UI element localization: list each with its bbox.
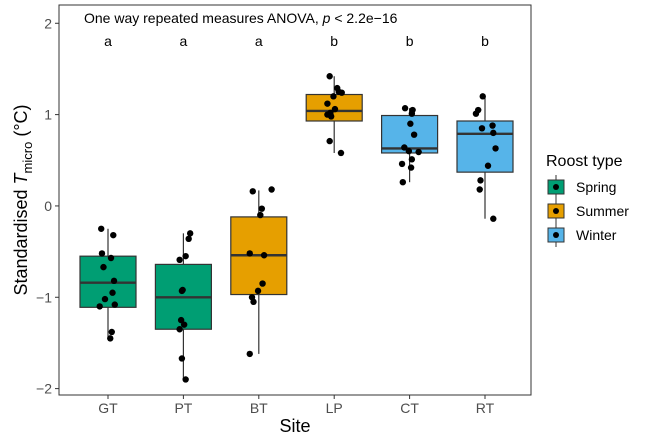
point-lp-4 xyxy=(338,89,345,96)
point-ct-3 xyxy=(408,110,416,117)
point-lp-5 xyxy=(330,93,337,100)
letter-lp: b xyxy=(330,33,338,49)
point-lp-6 xyxy=(324,100,331,107)
point-rt-1 xyxy=(479,93,486,100)
boxes-layer xyxy=(79,76,514,380)
y-tick-label-2: 2 xyxy=(44,15,52,31)
legend-label-spring: Spring xyxy=(576,179,616,195)
point-rt-10 xyxy=(476,186,483,193)
point-gt-9 xyxy=(111,301,118,308)
anova-annotation: One way repeated measures ANOVA, p < 2.2… xyxy=(84,10,398,26)
y-tick-label-0: 0 xyxy=(44,198,52,214)
point-pt-9 xyxy=(176,326,183,333)
point-bt-8 xyxy=(254,287,262,295)
point-bt-4 xyxy=(257,211,264,219)
point-lp-12 xyxy=(337,149,345,157)
point-ct-10 xyxy=(398,160,406,168)
letter-bt: a xyxy=(255,33,263,49)
point-rt-4 xyxy=(489,122,496,129)
point-rt-7 xyxy=(492,145,499,152)
y-tick-label-neg2: −2 xyxy=(36,381,52,397)
legend-label-summer: Summer xyxy=(576,203,629,219)
point-gt-2 xyxy=(110,231,117,239)
legend-dot-summer xyxy=(553,208,559,214)
point-pt-8 xyxy=(180,321,188,328)
y-tick-label-1: 1 xyxy=(44,107,52,123)
x-axis: GT PT BT LP CT RT xyxy=(98,395,495,416)
point-gt-1 xyxy=(98,225,105,232)
point-gt-12 xyxy=(107,335,114,342)
point-gt-10 xyxy=(96,303,103,310)
point-pt-6 xyxy=(178,287,186,295)
point-lp-7 xyxy=(331,105,339,113)
point-pt-3 xyxy=(182,252,189,260)
point-pt-4 xyxy=(176,256,183,264)
letter-ct: b xyxy=(406,33,414,49)
point-rt-5 xyxy=(478,125,486,132)
point-ct-5 xyxy=(410,131,418,138)
point-gt-3 xyxy=(98,250,106,257)
point-bt-7 xyxy=(259,280,266,287)
point-lp-1 xyxy=(326,73,333,80)
point-lp-10 xyxy=(327,113,335,120)
letter-gt: a xyxy=(104,33,112,49)
legend-label-winter: Winter xyxy=(576,227,617,243)
point-ct-8 xyxy=(405,147,413,155)
point-pt-7 xyxy=(177,316,185,324)
legend: Roost type Spring Summer Winter xyxy=(546,153,629,247)
point-bt-1 xyxy=(268,186,275,193)
point-ct-2 xyxy=(401,105,409,112)
point-gt-4 xyxy=(107,254,115,262)
point-rt-3 xyxy=(472,110,480,117)
point-gt-11 xyxy=(108,328,115,336)
letter-rt: b xyxy=(481,33,489,49)
point-pt-10 xyxy=(178,355,186,362)
point-ct-11 xyxy=(407,164,415,171)
x-tick-label-bt: BT xyxy=(250,400,268,416)
point-pt-2 xyxy=(185,235,192,243)
point-rt-9 xyxy=(477,177,484,184)
point-bt-6 xyxy=(260,252,268,259)
legend-dot-spring xyxy=(553,184,559,190)
point-gt-6 xyxy=(110,277,118,285)
point-pt-1 xyxy=(186,230,194,237)
y-tick-label-neg1: −1 xyxy=(36,289,52,305)
point-bt-2 xyxy=(249,188,256,195)
x-axis-title: Site xyxy=(279,416,310,436)
box-rt xyxy=(456,120,514,173)
letter-pt: a xyxy=(180,33,188,49)
point-rt-6 xyxy=(490,129,497,137)
point-bt-5 xyxy=(246,250,253,257)
point-ct-7 xyxy=(415,148,422,156)
point-bt-11 xyxy=(246,350,253,358)
point-ct-4 xyxy=(407,120,414,127)
point-gt-7 xyxy=(109,289,116,296)
point-rt-8 xyxy=(484,162,492,169)
y-axis-title: Standardised Tmicro (°C) xyxy=(11,104,35,295)
point-ct-6 xyxy=(401,144,408,151)
legend-items: Spring Summer Winter xyxy=(547,175,629,247)
x-tick-label-rt: RT xyxy=(476,400,495,416)
point-rt-11 xyxy=(490,215,497,222)
x-tick-label-pt: PT xyxy=(174,400,192,416)
point-bt-3 xyxy=(258,205,266,212)
point-gt-8 xyxy=(101,295,109,303)
y-axis: −2 −1 0 1 2 xyxy=(36,15,59,397)
panel-border xyxy=(58,4,532,396)
x-tick-label-gt: GT xyxy=(98,400,118,416)
point-gt-5 xyxy=(100,263,107,271)
x-tick-label-lp: LP xyxy=(326,400,343,416)
legend-title: Roost type xyxy=(546,153,623,170)
points-layer xyxy=(96,73,499,383)
point-bt-10 xyxy=(250,298,257,306)
x-tick-label-ct: CT xyxy=(400,400,419,416)
point-ct-9 xyxy=(408,156,416,163)
point-lp-11 xyxy=(326,137,333,145)
legend-dot-winter xyxy=(553,232,559,238)
point-ct-12 xyxy=(399,178,407,186)
point-pt-11 xyxy=(182,376,189,383)
